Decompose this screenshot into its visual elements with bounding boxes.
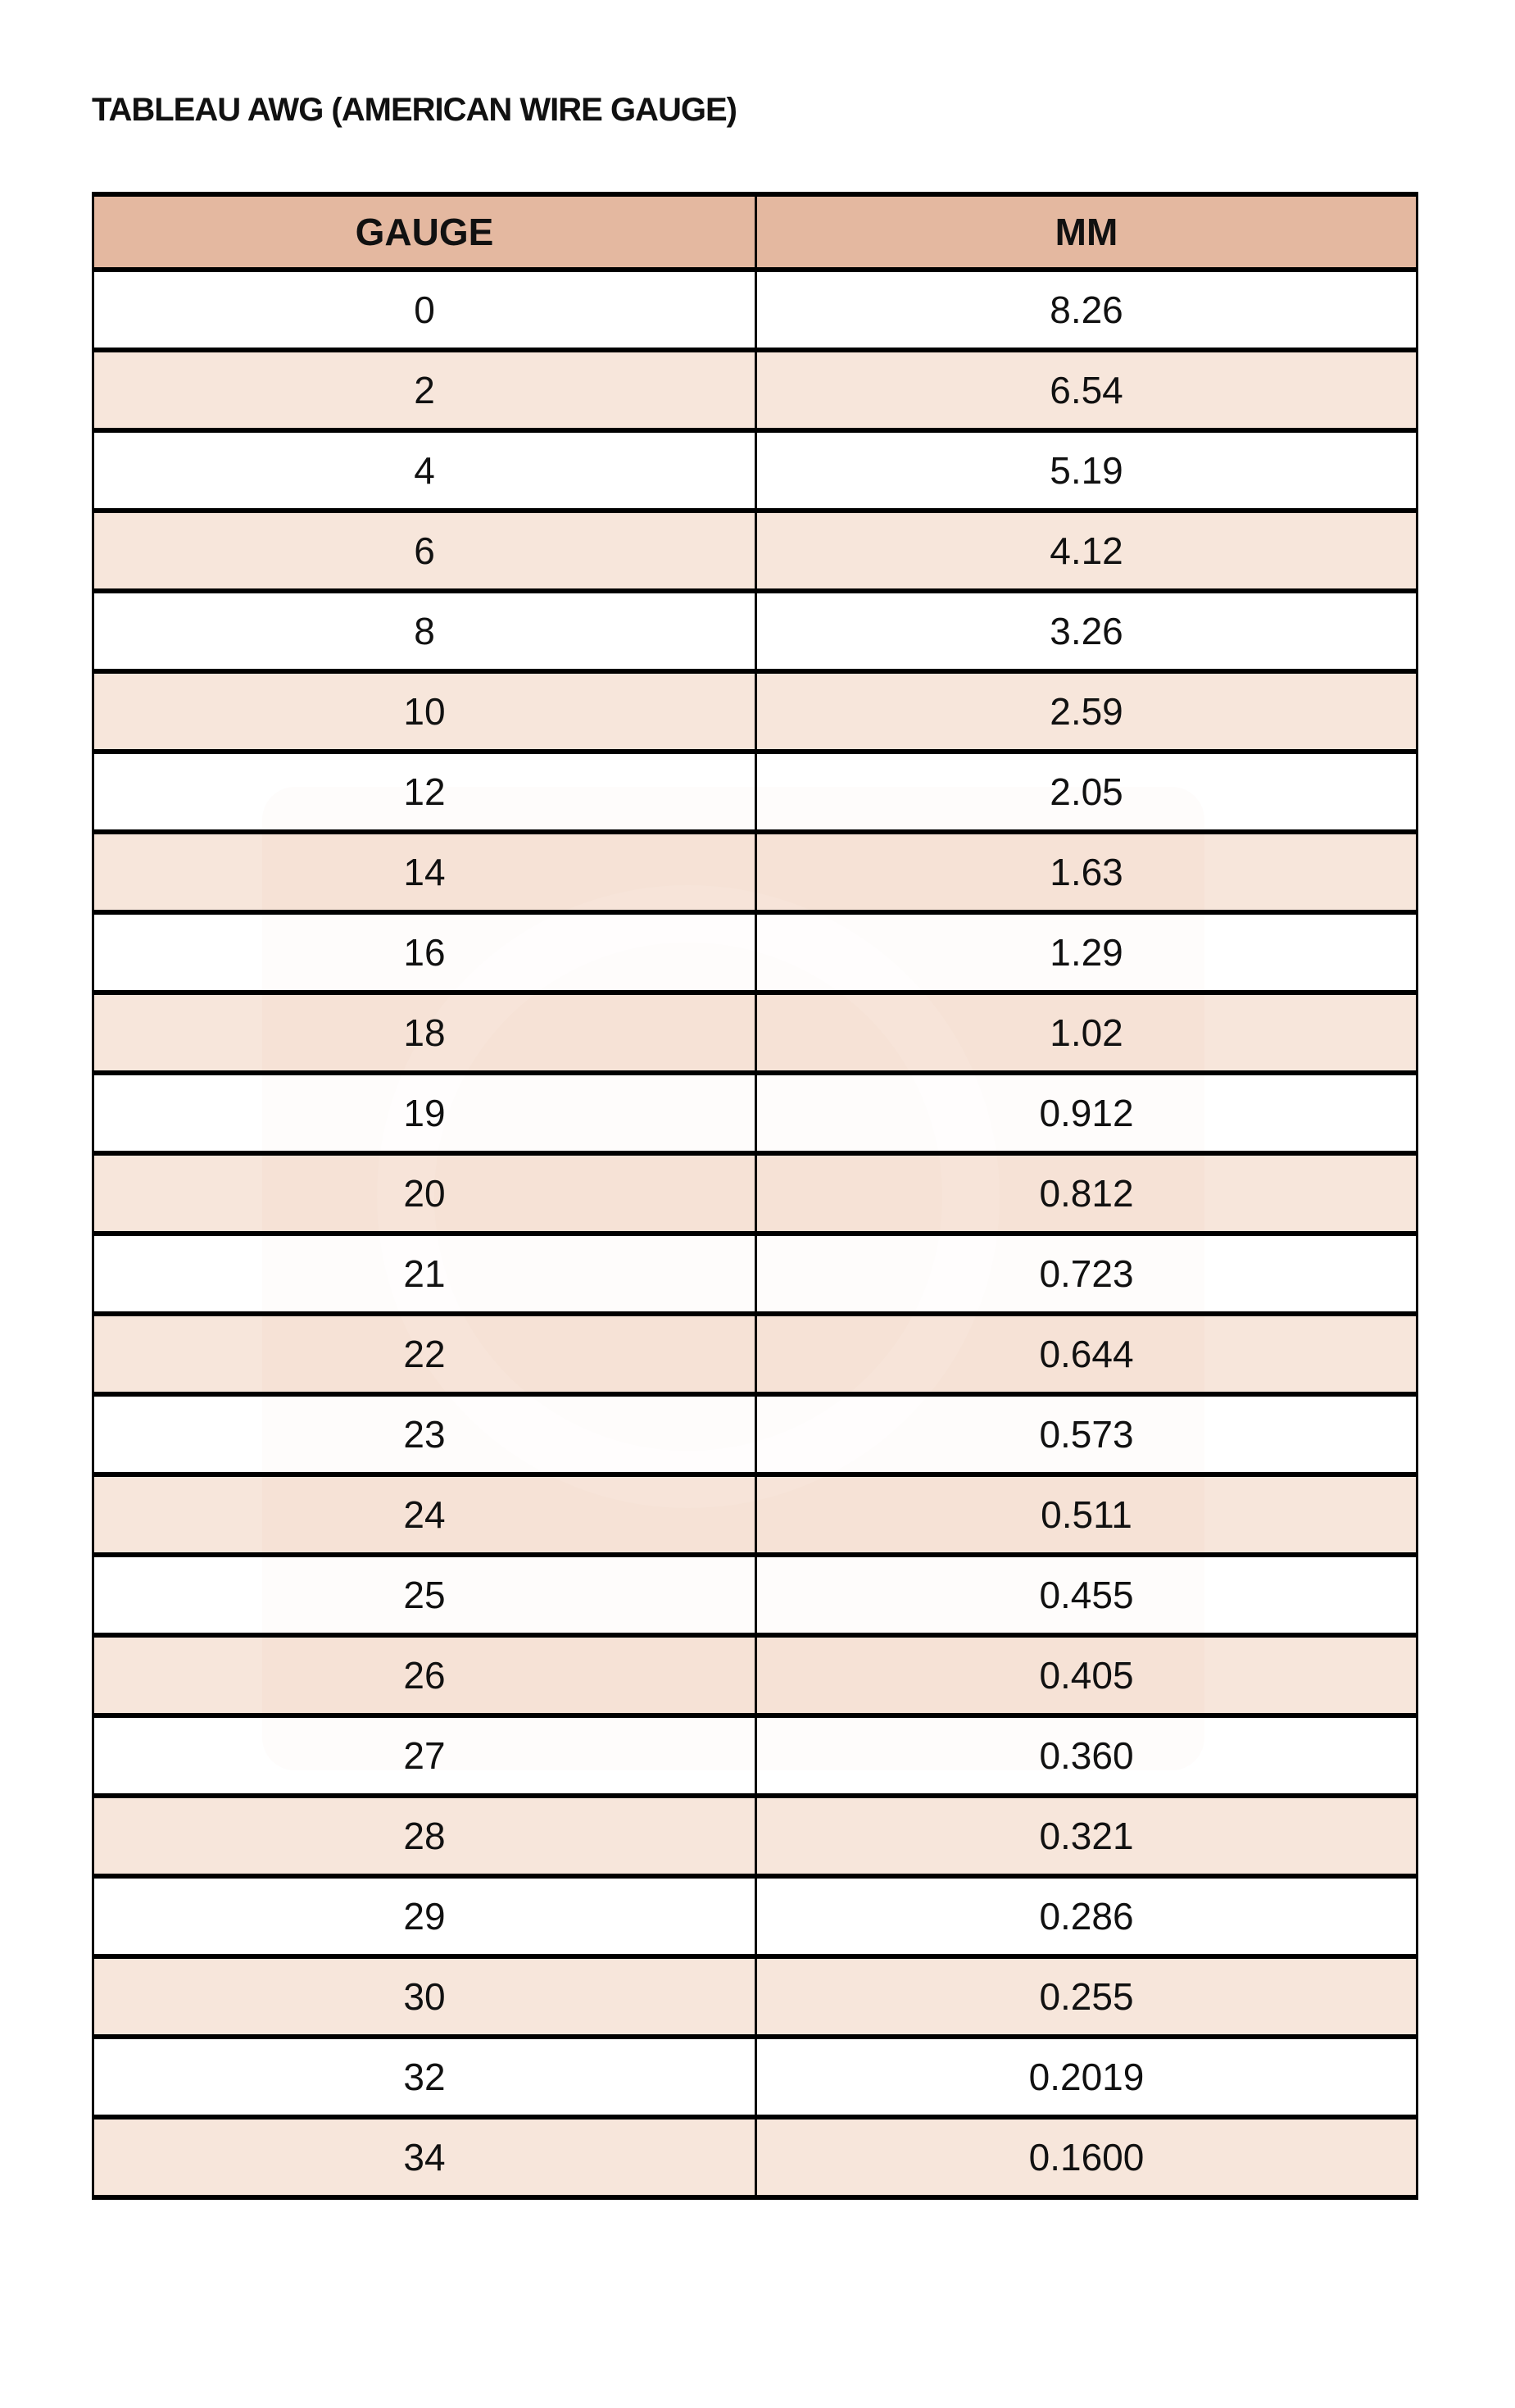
gauge-cell: 22: [92, 1311, 757, 1397]
table-row: 8 3.26: [92, 588, 1418, 674]
mm-cell: 8.26: [755, 267, 1418, 352]
table-row: 32 0.2019: [92, 2034, 1418, 2119]
table-row: 10 2.59: [92, 669, 1418, 754]
mm-cell: 0.644: [755, 1311, 1418, 1397]
table-row: 28 0.321: [92, 1793, 1418, 1879]
gauge-cell: 0: [92, 267, 757, 352]
mm-cell: 2.59: [755, 669, 1418, 754]
gauge-cell: 6: [92, 508, 757, 593]
mm-cell: 3.26: [755, 588, 1418, 674]
header-row: GAUGE MM: [92, 192, 1418, 272]
gauge-cell: 2: [92, 348, 757, 433]
table-row: 26 0.405: [92, 1633, 1418, 1718]
mm-cell: 0.511: [755, 1472, 1418, 1557]
table-row: 30 0.255: [92, 1954, 1418, 2039]
table-row: 29 0.286: [92, 1874, 1418, 1959]
table-row: 23 0.573: [92, 1392, 1418, 1477]
header-gauge: GAUGE: [92, 192, 757, 272]
gauge-cell: 20: [92, 1151, 757, 1236]
gauge-cell: 27: [92, 1713, 757, 1798]
table-row: 20 0.812: [92, 1151, 1418, 1236]
table-row: 4 5.19: [92, 428, 1418, 513]
gauge-cell: 28: [92, 1793, 757, 1879]
page-title: TABLEAU AWG (AMERICAN WIRE GAUGE): [92, 92, 737, 128]
gauge-cell: 29: [92, 1874, 757, 1959]
mm-cell: 0.812: [755, 1151, 1418, 1236]
mm-cell: 0.723: [755, 1231, 1418, 1316]
mm-cell: 0.573: [755, 1392, 1418, 1477]
mm-cell: 0.912: [755, 1070, 1418, 1156]
gauge-cell: 25: [92, 1552, 757, 1638]
mm-cell: 0.455: [755, 1552, 1418, 1638]
gauge-cell: 24: [92, 1472, 757, 1557]
mm-cell: 2.05: [755, 749, 1418, 834]
table-row: 14 1.63: [92, 829, 1418, 915]
mm-cell: 0.321: [755, 1793, 1418, 1879]
gauge-cell: 14: [92, 829, 757, 915]
gauge-cell: 21: [92, 1231, 757, 1316]
gauge-cell: 8: [92, 588, 757, 674]
gauge-cell: 34: [92, 2115, 757, 2200]
mm-cell: 0.286: [755, 1874, 1418, 1959]
gauge-cell: 23: [92, 1392, 757, 1477]
mm-cell: 0.360: [755, 1713, 1418, 1798]
mm-cell: 0.255: [755, 1954, 1418, 2039]
gauge-cell: 4: [92, 428, 757, 513]
gauge-cell: 26: [92, 1633, 757, 1718]
table-row: 19 0.912: [92, 1070, 1418, 1156]
gauge-cell: 12: [92, 749, 757, 834]
mm-cell: 1.02: [755, 990, 1418, 1075]
table-row: 24 0.511: [92, 1472, 1418, 1557]
mm-cell: 0.2019: [755, 2034, 1418, 2119]
table-row: 0 8.26: [92, 267, 1418, 352]
gauge-cell: 18: [92, 990, 757, 1075]
gauge-cell: 10: [92, 669, 757, 754]
table-row: 21 0.723: [92, 1231, 1418, 1316]
table-row: 27 0.360: [92, 1713, 1418, 1798]
table-row: 2 6.54: [92, 348, 1418, 433]
table-row: 18 1.02: [92, 990, 1418, 1075]
mm-cell: 5.19: [755, 428, 1418, 513]
gauge-cell: 19: [92, 1070, 757, 1156]
table-row: 25 0.455: [92, 1552, 1418, 1638]
gauge-cell: 32: [92, 2034, 757, 2119]
table-row: 22 0.644: [92, 1311, 1418, 1397]
awg-table: GAUGE MM 0 8.26 2 6.54 4 5.19 6 4.12 8 3.26 10 2.59…: [92, 192, 1418, 2200]
table-row: 16 1.29: [92, 910, 1418, 995]
mm-cell: 1.63: [755, 829, 1418, 915]
gauge-cell: 30: [92, 1954, 757, 2039]
header-mm: MM: [755, 192, 1418, 272]
table-row: 12 2.05: [92, 749, 1418, 834]
table-row: 34 0.1600: [92, 2115, 1418, 2200]
mm-cell: 0.405: [755, 1633, 1418, 1718]
mm-cell: 1.29: [755, 910, 1418, 995]
gauge-cell: 16: [92, 910, 757, 995]
mm-cell: 6.54: [755, 348, 1418, 433]
mm-cell: 0.1600: [755, 2115, 1418, 2200]
table-row: 6 4.12: [92, 508, 1418, 593]
mm-cell: 4.12: [755, 508, 1418, 593]
